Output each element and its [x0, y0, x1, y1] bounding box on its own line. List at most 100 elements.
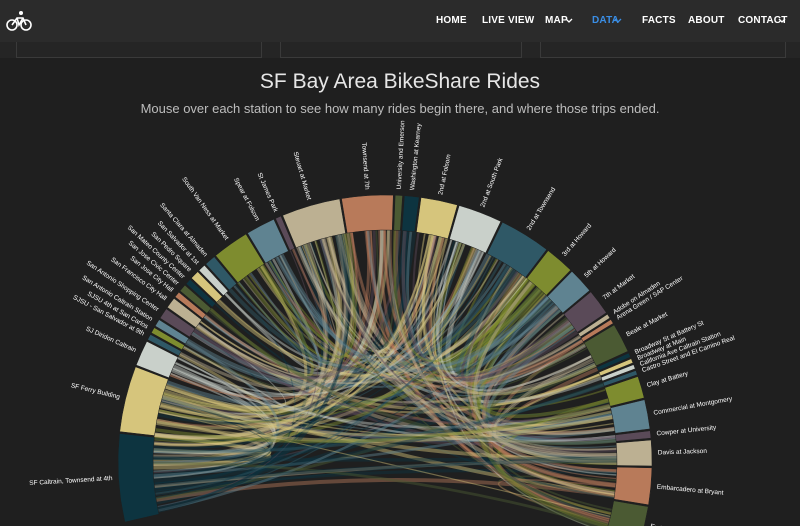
nav-link[interactable]: DATA: [592, 15, 620, 26]
nav-link[interactable]: MAP: [545, 15, 568, 26]
chord: [488, 339, 611, 522]
station-arc[interactable]: [449, 205, 502, 254]
station-arc[interactable]: [167, 298, 203, 328]
station-label: Townsend at 7th: [360, 142, 370, 190]
chord: [191, 250, 484, 384]
station-arc[interactable]: [598, 358, 634, 377]
station-arc[interactable]: [119, 366, 169, 436]
station-arc[interactable]: [615, 430, 652, 442]
chord: [464, 264, 617, 474]
chord: [196, 259, 499, 382]
chord: [383, 229, 586, 385]
nav-link[interactable]: CONTACT: [738, 15, 788, 26]
station-arc[interactable]: [615, 439, 653, 467]
chord: [153, 459, 618, 486]
chord: [154, 337, 584, 492]
chord: [162, 287, 541, 415]
chord: [153, 318, 569, 474]
station-arc[interactable]: [416, 197, 458, 240]
station-arc[interactable]: [135, 341, 179, 379]
chord: [468, 272, 609, 526]
chord: [394, 230, 561, 371]
station-arc[interactable]: [610, 399, 651, 434]
station-arc[interactable]: [526, 250, 571, 296]
chord: [203, 305, 558, 388]
station-arc[interactable]: [606, 500, 649, 526]
station-arc[interactable]: [596, 352, 631, 372]
station-arc[interactable]: [282, 198, 346, 249]
station-arc[interactable]: [174, 291, 207, 319]
chord: [351, 232, 576, 379]
station-arc[interactable]: [563, 291, 607, 333]
chord: [177, 345, 284, 408]
station-arc[interactable]: [275, 215, 295, 251]
station-arc[interactable]: [341, 194, 394, 234]
station-arc[interactable]: [604, 376, 645, 407]
chord: [402, 230, 541, 365]
station-arc[interactable]: [393, 194, 403, 231]
chord: [153, 234, 432, 447]
chord: [496, 398, 612, 516]
chord: [162, 318, 570, 419]
chord: [437, 241, 592, 392]
station-arc[interactable]: [602, 370, 638, 387]
nav-link[interactable]: HOME: [436, 15, 467, 26]
chord: [158, 353, 279, 429]
station-arc[interactable]: [486, 221, 548, 278]
chord: [162, 234, 431, 412]
station-arc[interactable]: [159, 308, 196, 338]
caret: [778, 18, 786, 23]
chord: [185, 262, 507, 390]
chord: [155, 403, 611, 444]
station-arc[interactable]: [577, 313, 611, 338]
chord: [455, 273, 540, 374]
chord: [340, 230, 405, 348]
chord: [153, 323, 574, 477]
chord: [366, 230, 550, 367]
nav-link[interactable]: LIVE VIEW: [482, 15, 535, 26]
station-arc[interactable]: [198, 264, 229, 296]
caret: [565, 18, 573, 23]
station-arc[interactable]: [401, 195, 420, 233]
chord: [327, 236, 595, 393]
chord: [154, 271, 520, 440]
chord: [169, 230, 373, 400]
chord: [157, 263, 506, 508]
page-subtitle: Mouse over each station to see how many …: [140, 101, 660, 116]
station-label: 2nd at Townsend: [526, 186, 558, 232]
nav-link[interactable]: ABOUT: [688, 15, 725, 26]
chord: [218, 277, 528, 377]
station-arc[interactable]: [215, 233, 265, 283]
station-arc[interactable]: [185, 279, 217, 308]
station-arc[interactable]: [205, 256, 237, 291]
chord: [153, 433, 272, 456]
chord: [296, 246, 615, 436]
station-arc[interactable]: [117, 433, 160, 523]
station-arc[interactable]: [151, 327, 185, 351]
chord: [156, 243, 466, 430]
nav-link[interactable]: FACTS: [642, 15, 676, 26]
chord: [375, 230, 400, 348]
chord: [159, 232, 355, 419]
station-label: SF Ferry Building: [70, 382, 121, 401]
station-label: Cowper at University: [656, 424, 717, 437]
chord: [161, 372, 277, 426]
station-arc[interactable]: [147, 334, 182, 357]
chord: [438, 246, 533, 366]
station-arc[interactable]: [154, 319, 190, 345]
chord: [337, 234, 587, 387]
station-arc[interactable]: [583, 324, 629, 367]
station-arc[interactable]: [547, 271, 590, 314]
chord: [401, 230, 617, 473]
station-arc[interactable]: [600, 364, 636, 382]
chord: [163, 236, 341, 410]
station-arc[interactable]: [179, 284, 212, 314]
chord: [387, 230, 617, 456]
station-arc[interactable]: [580, 319, 614, 342]
station-arc[interactable]: [247, 218, 289, 264]
logo[interactable]: [6, 9, 32, 33]
station-arc[interactable]: [613, 466, 653, 506]
station-arc[interactable]: [191, 271, 223, 303]
chord: [153, 383, 605, 453]
